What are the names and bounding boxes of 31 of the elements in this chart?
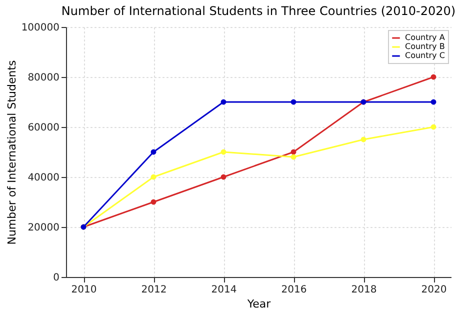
x-tick-label: 2016 [281,284,307,296]
point [220,174,226,180]
point [290,99,296,105]
point [150,149,156,155]
x-tick-label: 2018 [351,284,377,296]
y-tick-label: 100000 [21,22,60,34]
y-tick-label: 80000 [28,72,60,84]
y-tick-label: 40000 [28,172,60,184]
legend-label: Country C [405,51,446,60]
point [220,149,226,155]
point [220,99,226,105]
y-tick-label: 20000 [28,222,60,234]
x-tick-label: 2014 [211,284,237,296]
point [150,174,156,180]
x-tick-label: 2020 [421,284,447,296]
x-tick-label: 2012 [141,284,167,296]
point [430,74,436,80]
point [290,149,296,155]
point [290,154,296,160]
point [150,199,156,205]
legend-label: Country B [405,42,445,51]
point [360,136,366,142]
y-tick-label: 60000 [28,122,60,134]
x-axis-title: Year [246,298,272,310]
chart-title: Number of International Students in Three Countries (2010-2020) [61,4,456,18]
point [430,124,436,130]
point [430,99,436,105]
x-tick-label: 2010 [71,284,97,296]
y-axis-title: Number of International Students [5,60,18,245]
legend-label: Country A [405,33,446,42]
y-tick-label: 0 [53,272,60,284]
